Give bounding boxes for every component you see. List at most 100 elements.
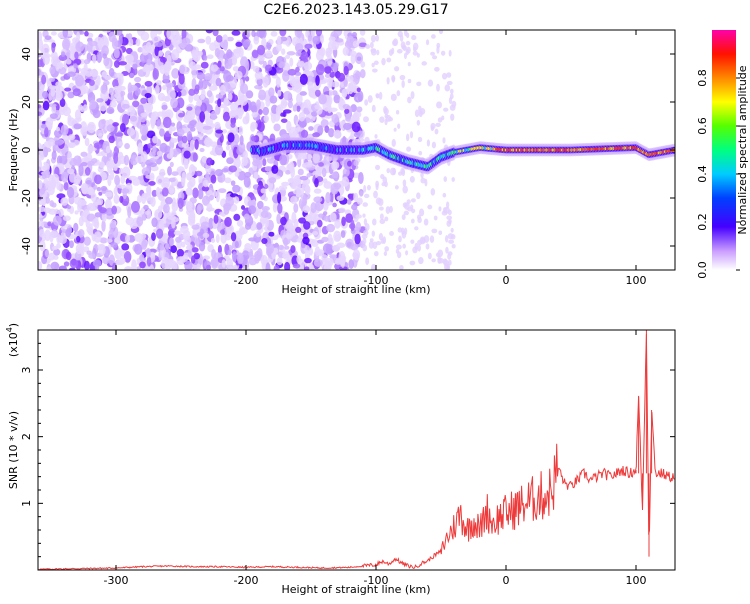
heatmap-noise-cell bbox=[203, 55, 208, 61]
heatmap-noise-cell bbox=[261, 238, 268, 245]
heatmap-noise-cell bbox=[187, 244, 193, 250]
heatmap-noise-cell bbox=[293, 203, 299, 213]
heatmap-noise-cell bbox=[390, 93, 397, 102]
heatmap-noise-cell bbox=[92, 53, 97, 64]
heatmap-noise-cell bbox=[189, 61, 197, 70]
heatmap-noise-cell bbox=[303, 61, 313, 71]
heatmap-noise-cell bbox=[83, 260, 90, 270]
heatmap-noise-cell bbox=[139, 261, 146, 269]
heatmap-noise-cell bbox=[231, 30, 241, 36]
heatmap-noise-cell bbox=[308, 126, 314, 131]
heatmap-noise-cell bbox=[192, 152, 198, 162]
heatmap-noise-cell bbox=[346, 35, 355, 47]
heatmap-noise-cell bbox=[382, 236, 387, 245]
heatmap-noise-cell bbox=[162, 116, 172, 129]
heatmap-noise-cell bbox=[323, 211, 328, 216]
heatmap-noise-cell bbox=[423, 218, 429, 226]
x-tick-label: -200 bbox=[234, 574, 259, 587]
heatmap-noise-cell bbox=[165, 82, 174, 88]
heatmap-noise-cell bbox=[74, 210, 79, 215]
heatmap-noise-cell bbox=[202, 232, 210, 238]
heatmap-noise-cell bbox=[325, 244, 334, 255]
heatmap-noise-cell bbox=[248, 237, 257, 242]
heatmap-noise-cell bbox=[38, 111, 43, 116]
heatmap-noise-cell bbox=[103, 56, 110, 67]
heatmap-noise-cell bbox=[440, 50, 446, 56]
heatmap-noise-cell bbox=[303, 221, 311, 230]
heatmap-noise-cell bbox=[109, 223, 114, 233]
heatmap-noise-cell bbox=[358, 42, 367, 48]
heatmap-noise-cell bbox=[210, 257, 220, 268]
heatmap-noise-cell bbox=[226, 157, 234, 165]
heatmap-noise-cell bbox=[49, 113, 58, 119]
heatmap-noise-cell bbox=[186, 172, 193, 181]
heatmap-noise-cell bbox=[421, 61, 428, 66]
heatmap-noise-cell bbox=[68, 172, 77, 183]
heatmap-noise-cell bbox=[251, 49, 259, 59]
heatmap-noise-cell bbox=[270, 31, 278, 37]
heatmap-noise-cell bbox=[437, 249, 444, 258]
heatmap-noise-cell bbox=[124, 266, 133, 270]
heatmap-noise-cell bbox=[295, 42, 304, 53]
heatmap-noise-cell bbox=[375, 34, 379, 42]
heatmap-noise-cell bbox=[331, 81, 340, 88]
heatmap-noise-cell bbox=[193, 94, 200, 102]
heatmap-noise-cell bbox=[67, 151, 72, 162]
heatmap-noise-cell bbox=[333, 94, 341, 104]
heatmap-noise-cell bbox=[371, 68, 378, 73]
heatmap-noise-cell bbox=[278, 244, 284, 250]
heatmap-noise-cell bbox=[265, 50, 273, 58]
heatmap-noise-cell bbox=[206, 264, 212, 270]
heatmap-noise-cell bbox=[412, 42, 419, 51]
heatmap-noise-cell bbox=[236, 252, 244, 265]
heatmap-noise-cell bbox=[383, 251, 388, 257]
heatmap-noise-cell bbox=[242, 40, 250, 48]
heatmap-noise-cell bbox=[443, 259, 449, 267]
heatmap-noise-cell bbox=[243, 213, 250, 220]
heatmap-noise-cell bbox=[406, 199, 411, 205]
heatmap-noise-cell bbox=[117, 151, 124, 159]
heatmap-noise-cell bbox=[277, 89, 282, 97]
heatmap-noise-cell bbox=[87, 186, 94, 196]
heatmap-noise-cell bbox=[90, 182, 96, 187]
heatmap-noise-cell bbox=[310, 264, 315, 270]
heatmap-noise-cell bbox=[152, 145, 157, 154]
heatmap-noise-cell bbox=[217, 244, 222, 255]
heatmap-noise-cell bbox=[403, 210, 409, 216]
snr-x-axis-label: Height of straight line (km) bbox=[281, 583, 430, 596]
heatmap-noise-cell bbox=[135, 155, 144, 163]
heatmap-noise-cell bbox=[295, 226, 302, 234]
heatmap-noise-cell bbox=[437, 256, 442, 264]
heatmap-noise-cell bbox=[446, 220, 452, 227]
y-tick-label: 40 bbox=[20, 47, 33, 61]
heatmap-noise-cell bbox=[295, 93, 303, 105]
heatmap-noise-cell bbox=[342, 46, 349, 56]
heatmap-noise-cell bbox=[73, 222, 79, 232]
colorbar-tick-label: 0.2 bbox=[696, 213, 709, 231]
heatmap-noise-cell bbox=[265, 98, 271, 107]
heatmap-noise-cell bbox=[202, 179, 209, 188]
heatmap-noise-cell bbox=[351, 114, 356, 122]
heatmap-noise-cell bbox=[442, 137, 446, 144]
heatmap-noise-cell bbox=[302, 236, 310, 245]
heatmap-noise-cell bbox=[363, 116, 369, 123]
heatmap-noise-cell bbox=[239, 135, 244, 146]
heatmap-noise-cell bbox=[287, 223, 294, 231]
heatmap-noise-cell bbox=[224, 216, 232, 228]
colorbar-tick-label: 0.8 bbox=[696, 69, 709, 87]
heatmap-noise-cell bbox=[295, 66, 300, 73]
heatmap-noise-cell bbox=[434, 66, 440, 72]
heatmap-noise-cell bbox=[313, 258, 323, 267]
heatmap-noise-cell bbox=[406, 146, 412, 152]
heatmap-noise-cell bbox=[272, 202, 278, 213]
heatmap-noise-cell bbox=[64, 87, 72, 92]
heatmap-noise-cell bbox=[167, 259, 176, 267]
heatmap-noise-cell bbox=[164, 66, 170, 77]
heatmap-noise-cell bbox=[161, 104, 168, 110]
heatmap-noise-cell bbox=[388, 116, 394, 122]
heatmap-noise-cell bbox=[396, 49, 403, 54]
heatmap-noise-cell bbox=[189, 139, 195, 152]
y-tick-label: 2 bbox=[20, 433, 33, 440]
heatmap-noise-cell bbox=[184, 235, 191, 246]
heatmap-noise-cell bbox=[433, 215, 438, 221]
